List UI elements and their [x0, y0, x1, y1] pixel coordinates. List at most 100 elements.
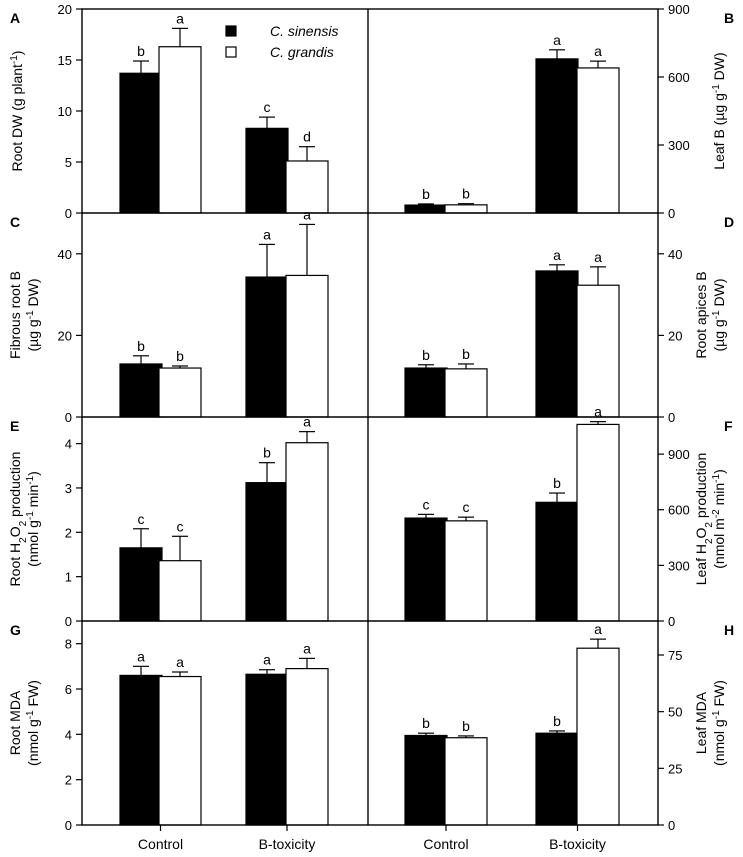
y-axis-label: Root apices B	[693, 271, 709, 358]
y-tick-label: 4	[65, 437, 72, 452]
bar	[119, 363, 163, 418]
y-tick-label: 20	[58, 2, 72, 17]
y-tick-label: 5	[65, 155, 72, 170]
significance-letter: a	[303, 414, 311, 430]
label-run: (nmol m	[711, 518, 727, 569]
label-run: min	[25, 485, 41, 511]
significance-letter: b	[462, 346, 470, 362]
y-tick-label: 300	[668, 558, 690, 573]
significance-letter: a	[594, 404, 602, 420]
significance-letter: b	[422, 186, 430, 202]
y-tick-label: 0	[668, 614, 675, 629]
label-run: Leaf B (µg g	[711, 93, 727, 170]
label-run: )	[9, 51, 25, 56]
significance-letter: a	[263, 226, 271, 242]
x-category-label: Control	[138, 836, 183, 852]
significance-letter: c	[264, 99, 271, 115]
label-run: Root apices B	[693, 271, 709, 358]
label-run: )	[711, 469, 727, 474]
significance-letter: b	[137, 43, 145, 59]
superscript: -1	[711, 84, 722, 93]
significance-letter: b	[422, 715, 430, 731]
label-run: (µg g	[711, 319, 727, 351]
significance-letter: c	[463, 499, 470, 515]
y-tick-label: 25	[668, 761, 682, 776]
y-axis-label: Root H2O2 production	[7, 452, 29, 587]
significance-letter: a	[176, 654, 184, 670]
legend: C. sinensis C. grandis	[225, 23, 338, 60]
significance-letter: a	[303, 640, 311, 656]
panel-h: b b b a 0 25 50 75 Leaf MDA (nmol g-1 FW) H	[404, 621, 734, 833]
y-tick-label: 0	[65, 206, 72, 221]
y-tick-label: 15	[58, 53, 72, 68]
superscript: -1	[25, 511, 36, 520]
legend-swatch	[225, 25, 237, 37]
y-tick-label: 50	[668, 705, 682, 720]
label-run: min	[711, 483, 727, 509]
significance-letter: b	[462, 718, 470, 734]
significance-letter: b	[553, 713, 561, 729]
bar	[158, 367, 202, 418]
significance-letter: a	[137, 648, 145, 664]
y-tick-label: 4	[65, 727, 72, 742]
y-tick-label: 75	[668, 648, 682, 663]
significance-letter: a	[176, 10, 184, 26]
label-run: production	[693, 453, 709, 522]
y-tick-label: 600	[668, 503, 690, 518]
significance-letter: b	[462, 186, 470, 202]
x-category-label: B-toxicity	[549, 836, 606, 852]
y-tick-label: 600	[668, 70, 690, 85]
significance-letter: a	[263, 652, 271, 668]
y-axis-label: Root MDA	[7, 690, 23, 755]
panel-label: F	[724, 418, 733, 434]
y-axis-label: (µg g-1 DW)	[711, 279, 728, 352]
bar	[576, 67, 620, 214]
y-tick-label: 10	[58, 104, 72, 119]
y-axis-label: (nmol g-1 FW)	[711, 680, 728, 766]
superscript: -2	[711, 509, 722, 518]
significance-letter: b	[422, 347, 430, 363]
bar	[444, 368, 488, 418]
y-axis-label: (nmol m-2 min-1)	[711, 469, 728, 569]
superscript: -1	[25, 310, 36, 319]
y-axis-label: Leaf B (µg g-1 DW)	[711, 52, 728, 169]
bar	[245, 673, 289, 826]
bar	[404, 517, 448, 622]
panel-d: b a b a 0 20 40 Root apices B (µg g-1 DW) D	[404, 214, 734, 425]
panel-label: D	[724, 214, 734, 230]
label-run: Leaf H	[693, 544, 709, 585]
superscript: -1	[711, 473, 722, 482]
significance-letter: c	[138, 511, 145, 527]
subscript: 2	[18, 520, 29, 526]
y-tick-label: 6	[65, 682, 72, 697]
bar	[576, 647, 620, 826]
y-tick-label: 20	[58, 328, 72, 343]
label-run: DW)	[711, 52, 727, 84]
superscript: -1	[25, 710, 36, 719]
significance-letter: c	[423, 496, 430, 512]
y-tick-label: 0	[65, 614, 72, 629]
y-axis-label: Leaf MDA	[693, 691, 709, 754]
significance-letter: a	[594, 621, 602, 637]
label-run: Root H	[7, 543, 23, 587]
label-run: (nmol g	[25, 520, 41, 567]
panel-g: a a a a 0 2 4 6 8 Root MDA (nmol g-1 FW) G	[7, 622, 329, 833]
y-tick-label: 0	[65, 818, 72, 833]
significance-letter: c	[177, 518, 184, 534]
subscript: 2	[18, 537, 29, 543]
y-tick-label: 2	[65, 525, 72, 540]
panel-label: H	[724, 622, 734, 638]
significance-letter: b	[176, 348, 184, 364]
panel-a: b c a d 0 5 10 15 20 Root DW (g plant-1) A	[9, 2, 329, 221]
y-tick-label: 0	[668, 410, 675, 425]
y-tick-label: 300	[668, 138, 690, 153]
superscript: -1	[9, 55, 20, 64]
y-tick-label: 1	[65, 570, 72, 585]
panel-label: B	[724, 10, 734, 26]
bar	[404, 204, 448, 214]
bar	[535, 270, 579, 418]
bar	[444, 204, 488, 214]
